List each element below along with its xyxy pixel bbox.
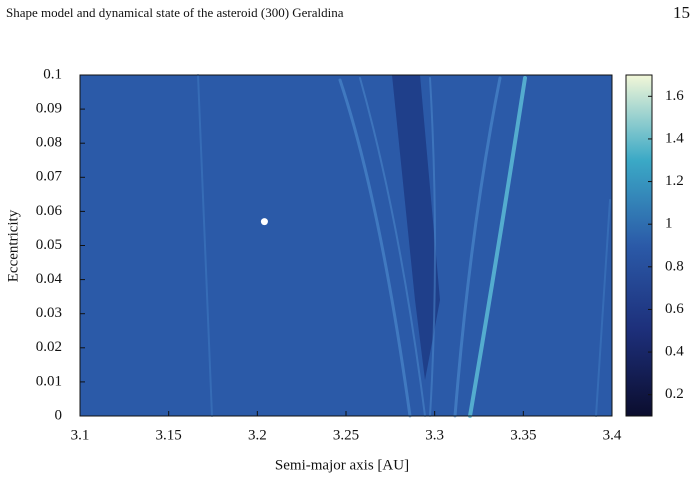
map-background — [80, 75, 612, 416]
y-tick-label: 0.06 — [36, 203, 63, 219]
y-tick-label: 0.1 — [43, 66, 62, 82]
colorbar-tick-label: 0.6 — [665, 301, 684, 317]
asteroid-point — [260, 218, 268, 226]
x-tick-label: 3.2 — [248, 427, 267, 443]
x-axis-label: Semi-major axis [AU] — [275, 457, 409, 473]
x-tick-label: 3.4 — [603, 427, 622, 443]
x-tick-label: 3.25 — [333, 427, 359, 443]
x-tick-label: 3.15 — [156, 427, 182, 443]
colorbar-tick-label: 0.2 — [665, 386, 684, 402]
y-tick-label: 0.03 — [36, 305, 62, 321]
y-tick-label: 0.01 — [36, 373, 62, 389]
map-structure — [392, 75, 440, 380]
y-tick-label: 0 — [55, 407, 63, 423]
map-structures — [197, 74, 611, 418]
map-structure — [197, 74, 213, 417]
map-structure — [429, 77, 436, 417]
map-structure — [359, 77, 426, 417]
map-structure — [468, 76, 527, 418]
colorbar-tick-label: 0.8 — [665, 258, 684, 274]
map-structure — [338, 78, 412, 418]
y-tick-label: 0.05 — [36, 237, 62, 253]
y-axis-label: Eccentricity — [5, 209, 21, 282]
y-tick-label: 0.09 — [36, 101, 62, 117]
colorbar-tick-label: 1 — [665, 216, 673, 232]
y-tick-label: 0.07 — [36, 169, 63, 185]
colorbar-tick-label: 1.2 — [665, 173, 684, 189]
x-tick-label: 3.1 — [71, 427, 90, 443]
map-structure — [453, 76, 502, 418]
map-structure — [595, 199, 611, 417]
colorbar — [625, 74, 653, 417]
colorbar-tick-label: 0.4 — [665, 344, 684, 360]
y-tick-label: 0.08 — [36, 135, 62, 151]
colorbar-tick-label: 1.4 — [665, 130, 684, 146]
colorbar-tick-label: 1.6 — [665, 88, 684, 104]
running-head: Shape model and dynamical state of the a… — [6, 5, 344, 20]
page-number: 15 — [673, 3, 690, 22]
x-tick-label: 3.3 — [425, 427, 444, 443]
y-tick-label: 0.04 — [36, 271, 63, 287]
y-tick-label: 0.02 — [36, 339, 62, 355]
x-tick-label: 3.35 — [510, 427, 536, 443]
